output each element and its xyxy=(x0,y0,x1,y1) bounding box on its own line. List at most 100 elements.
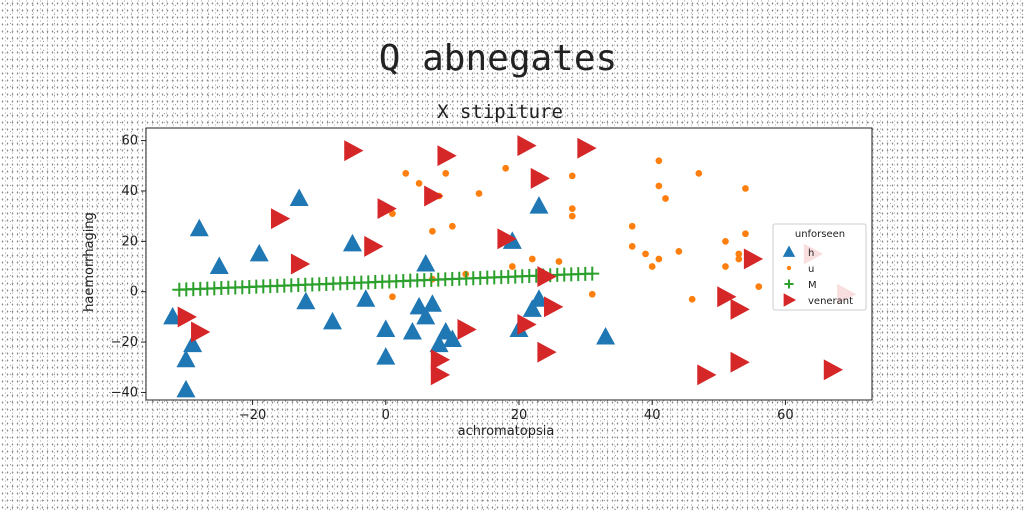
data-point-u xyxy=(449,222,456,230)
data-point-h xyxy=(416,306,436,325)
data-point-h xyxy=(176,349,196,368)
x-axis-label: achromatopsia xyxy=(458,424,555,439)
y-tick-label: −20 xyxy=(111,335,138,350)
data-point-h xyxy=(209,256,229,275)
data-point-u xyxy=(722,237,729,245)
data-point-h xyxy=(442,329,462,348)
data-point-u xyxy=(628,222,636,230)
data-point-venerant xyxy=(743,248,764,270)
plot-area-frame xyxy=(145,127,873,401)
data-point-venerant xyxy=(270,208,291,230)
data-point-u xyxy=(735,250,743,258)
data-point-u xyxy=(628,243,636,250)
data-point-venerant xyxy=(823,359,844,381)
data-point-venerant xyxy=(730,298,750,320)
data-point-u xyxy=(742,230,749,238)
data-point-u xyxy=(475,190,483,197)
data-point-venerant xyxy=(537,266,557,288)
legend-label-venerant: venerant xyxy=(808,296,853,307)
data-point-h xyxy=(176,379,196,398)
data-point-u xyxy=(402,169,410,177)
data-point-venerant xyxy=(544,296,564,318)
data-point-u xyxy=(662,195,669,202)
data-point-venerant xyxy=(424,185,444,207)
x-tick-label: 60 xyxy=(777,408,794,423)
data-point-u xyxy=(648,263,656,270)
data-point-u xyxy=(655,182,663,190)
legend-marker-h xyxy=(782,245,796,257)
legend-label-u: u xyxy=(808,264,814,275)
legend-marker-venerant xyxy=(783,293,797,307)
data-point-venerant xyxy=(717,286,737,308)
data-point-h xyxy=(522,299,542,317)
data-point-venerant xyxy=(517,313,537,335)
data-point-h xyxy=(289,188,309,207)
data-point-venerant xyxy=(430,349,451,371)
data-point-venerant xyxy=(177,306,197,328)
data-point-u xyxy=(688,295,696,303)
y-axis-label: haemorrhaging xyxy=(82,212,97,312)
chart-subtitle: X stipiture xyxy=(437,101,563,123)
legend-label-M: M xyxy=(808,280,817,291)
y-tick-label: −40 xyxy=(111,385,138,400)
y-tick-label: 20 xyxy=(121,234,138,249)
data-point-h xyxy=(376,319,396,337)
data-point-u xyxy=(675,248,683,255)
data-point-venerant xyxy=(517,135,537,157)
data-point-u xyxy=(442,169,450,177)
data-point-h xyxy=(342,233,362,252)
data-point-venerant xyxy=(730,351,750,373)
data-point-h xyxy=(422,294,442,312)
data-points xyxy=(163,135,857,398)
data-point-venerant xyxy=(530,167,550,189)
x-tick-label: 20 xyxy=(511,408,528,423)
data-point-h xyxy=(356,289,376,307)
axis-ticks: −20 0 20 40 60 −40 −20 0 20 40 60 xyxy=(111,134,794,423)
data-point-M xyxy=(585,266,600,281)
data-point-h xyxy=(529,289,549,307)
data-point-h xyxy=(529,196,549,214)
data-point-venerant xyxy=(437,145,457,167)
x-tick-label: −20 xyxy=(239,408,266,423)
y-tick-label: 0 xyxy=(130,285,138,300)
data-point-h xyxy=(163,306,183,325)
data-point-u xyxy=(568,205,576,212)
data-point-u xyxy=(735,255,743,263)
data-point-h xyxy=(596,327,616,345)
data-point-u xyxy=(742,185,749,192)
data-point-h xyxy=(402,322,422,340)
data-point-venerant xyxy=(577,137,597,159)
data-point-h xyxy=(183,334,203,353)
data-point-u xyxy=(642,250,649,258)
data-point-h xyxy=(189,218,209,237)
data-point-u xyxy=(389,293,396,301)
data-point-u xyxy=(655,157,663,165)
data-point-h xyxy=(376,347,396,365)
data-point-venerant xyxy=(457,319,477,340)
data-point-u xyxy=(755,283,763,291)
data-point-u xyxy=(502,164,510,172)
y-tick-label: 40 xyxy=(121,184,138,199)
x-tick-label: 0 xyxy=(382,408,390,423)
legend-label-h: h xyxy=(808,248,814,259)
series-u xyxy=(389,157,763,303)
y-tick-label: 60 xyxy=(121,134,138,149)
data-point-venerant xyxy=(497,228,517,250)
data-point-u xyxy=(568,212,576,220)
data-point-venerant xyxy=(430,364,451,386)
data-point-u xyxy=(508,263,516,270)
x-tick-label: 40 xyxy=(644,408,661,423)
data-point-h xyxy=(409,296,429,315)
series-h xyxy=(163,188,616,398)
data-point-venerant xyxy=(191,321,211,343)
data-point-h xyxy=(416,254,436,272)
data-point-h xyxy=(296,291,316,310)
data-point-u xyxy=(429,227,436,235)
data-point-u xyxy=(655,255,663,263)
data-point-u xyxy=(528,255,536,263)
legend-title: unforseen xyxy=(795,229,845,240)
data-point-venerant xyxy=(364,235,384,257)
series-venerant xyxy=(177,135,857,386)
